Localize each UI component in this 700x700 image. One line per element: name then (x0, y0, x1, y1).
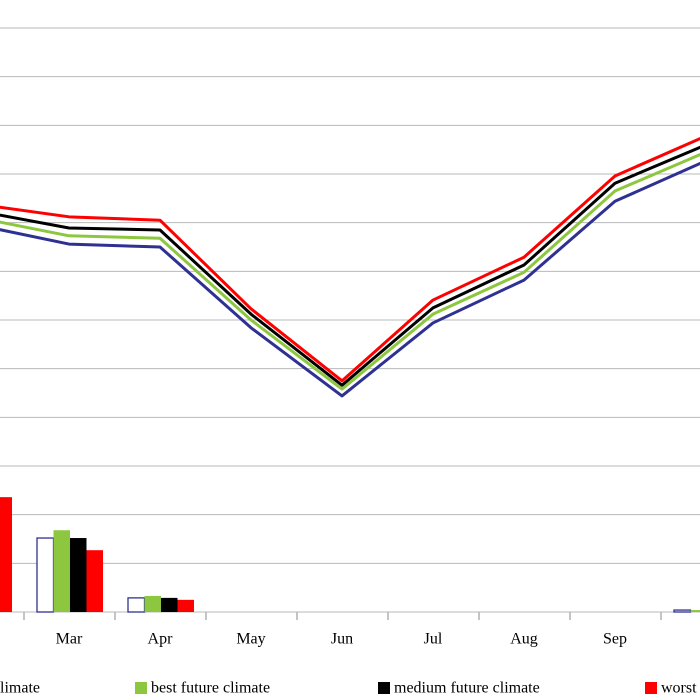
bar (690, 610, 700, 612)
bar (0, 497, 12, 612)
x-tick-label: Sep (603, 631, 627, 648)
bar (70, 538, 87, 612)
x-tick-label: Aug (510, 631, 538, 648)
legend-label: worst (661, 680, 697, 697)
legend-label: medium future climate (394, 680, 540, 697)
legend-swatch (645, 682, 657, 694)
line (0, 153, 700, 391)
x-tick-label: Jun (331, 631, 353, 648)
legend-label: best future climate (151, 680, 270, 697)
x-tick-label: Jul (424, 631, 443, 648)
legend-label: limate (0, 680, 40, 697)
x-axis-ticks (0, 611, 700, 620)
x-tick-label: Mar (56, 631, 83, 648)
bar (36, 537, 55, 613)
bar (127, 597, 146, 613)
line (0, 161, 700, 398)
line (0, 145, 700, 387)
legend-swatch (135, 682, 147, 694)
bar (53, 530, 70, 612)
x-tick-label: May (236, 631, 265, 648)
bar (161, 597, 178, 612)
bar (144, 595, 161, 612)
legend-swatch (378, 682, 390, 694)
x-tick-label: Apr (148, 631, 174, 648)
bar (177, 599, 194, 612)
bar (673, 609, 692, 613)
line (0, 137, 700, 383)
bar (86, 550, 103, 612)
